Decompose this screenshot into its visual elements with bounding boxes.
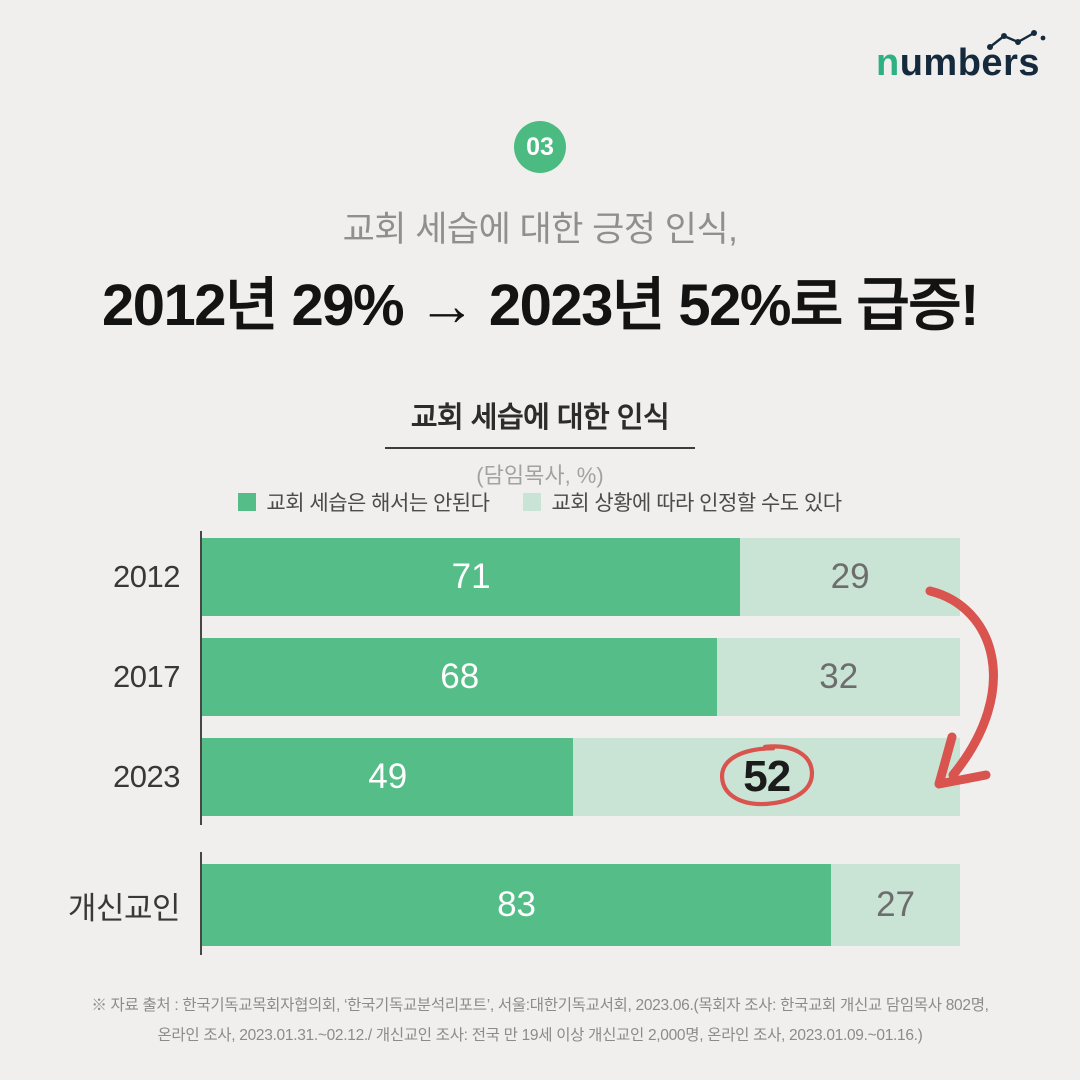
legend-swatch-dark-green xyxy=(238,493,257,511)
bar-segment-oppose: 71 xyxy=(202,538,741,616)
numbers-logo: numbers xyxy=(876,30,1046,85)
bar-segment-accept: 27 xyxy=(831,864,960,946)
highlighted-bar-value: 52 xyxy=(719,744,814,807)
bar-value: 49 xyxy=(368,757,408,796)
legend-label: 교회 세습은 해서는 안된다 xyxy=(266,492,490,515)
chart-header: 교회 세습에 대한 인식 (담임목사, %) xyxy=(0,394,1080,490)
bar-segment-oppose: 49 xyxy=(202,738,574,816)
stacked-bar: 71 29 xyxy=(202,538,960,616)
bar-row-2012: 2012 71 29 xyxy=(0,538,1080,616)
chart-title: 교회 세습에 대한 인식 xyxy=(384,394,696,449)
bar-row-protestants: 개신교인 83 27 xyxy=(0,864,1080,946)
bar-value: 83 xyxy=(497,885,537,924)
bar-segment-accept: 52 xyxy=(573,738,960,816)
bar-value: 52 xyxy=(743,752,791,801)
chart-unit-label: (담임목사, %) xyxy=(476,463,604,488)
headline-subtitle: 교회 세습에 대한 긍정 인식, xyxy=(342,210,738,249)
legend-item-oppose: 교회 세습은 해서는 안된다 xyxy=(238,487,490,517)
category-label: 개신교인 xyxy=(67,890,181,926)
stacked-bar: 83 27 xyxy=(202,864,960,946)
source-note: ※ 자료 출처 : 한국기독교목회자협의회, ‘한국기독교분석리포트’, 서울:… xyxy=(0,991,1080,1051)
logo-text: numbers xyxy=(876,42,1040,84)
bar-segment-accept: 32 xyxy=(717,638,960,716)
source-note-line2: 온라인 조사, 2023.01.31.~02.12./ 개신교인 조사: 전국 … xyxy=(157,1027,923,1044)
legend-swatch-light-green xyxy=(523,493,542,511)
bar-value: 32 xyxy=(819,657,859,696)
legend-item-accept: 교회 상황에 따라 인정할 수도 있다 xyxy=(523,487,842,517)
legend-label: 교회 상황에 따라 인정할 수도 있다 xyxy=(551,492,842,515)
bar-segment-oppose: 68 xyxy=(202,638,718,716)
bar-value: 68 xyxy=(440,657,480,696)
bar-value: 27 xyxy=(876,885,916,924)
chart-legend: 교회 세습은 해서는 안된다 교회 상황에 따라 인정할 수도 있다 xyxy=(0,487,1080,517)
category-label: 2017 xyxy=(113,659,180,694)
logo-letter-n: n xyxy=(876,42,900,84)
stacked-bar: 49 52 xyxy=(202,738,960,816)
headline-title: 2012년 29% → 2023년 52%로 급증! xyxy=(102,273,979,338)
bar-row-2023: 2023 49 52 xyxy=(0,738,1080,816)
logo-sparkline-icon xyxy=(987,30,1046,50)
stacked-bar: 68 32 xyxy=(202,638,960,716)
section-number-badge: 03 xyxy=(514,121,566,173)
bar-value: 29 xyxy=(830,557,870,596)
logo-letters-rest: umbers xyxy=(899,42,1040,84)
y-axis-line-protestants xyxy=(200,852,202,955)
source-note-line1: ※ 자료 출처 : 한국기독교목회자협의회, ‘한국기독교분석리포트’, 서울:… xyxy=(91,997,989,1014)
bar-value: 71 xyxy=(451,557,491,596)
bar-row-2017: 2017 68 32 xyxy=(0,638,1080,716)
y-axis-line-main xyxy=(200,531,202,825)
category-label: 2023 xyxy=(113,759,180,794)
category-label: 2012 xyxy=(113,559,180,594)
bar-segment-oppose: 83 xyxy=(202,864,832,946)
bar-segment-accept: 29 xyxy=(740,538,960,616)
